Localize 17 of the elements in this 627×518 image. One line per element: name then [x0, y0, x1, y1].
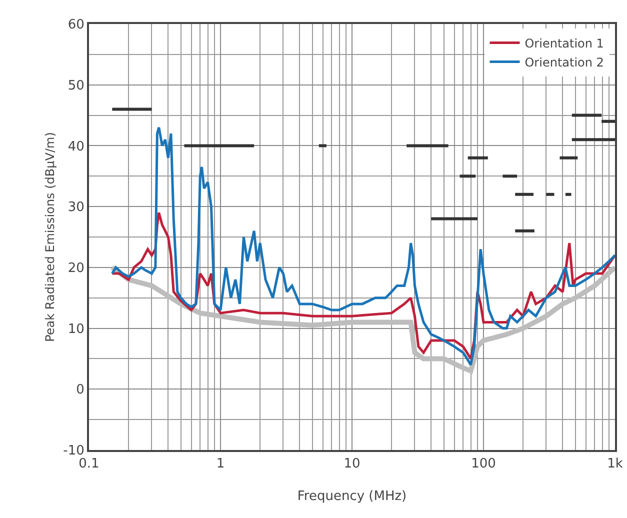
x-tick-label: 1k — [607, 456, 624, 472]
legend-label: Orientation 1 — [524, 36, 604, 50]
legend-label: Orientation 2 — [524, 55, 604, 70]
y-axis-title: Peak Radiated Emissions (dBµV/m) — [43, 132, 57, 342]
y-tick-label: 20 — [68, 260, 84, 276]
x-tick-label: 100 — [471, 456, 496, 472]
y-tick-label: -10 — [63, 444, 84, 459]
y-tick-label: 50 — [68, 78, 84, 94]
x-tick-label: 10 — [344, 456, 360, 472]
x-tick-label: 0.1 — [78, 456, 100, 472]
y-tick-label: 60 — [68, 18, 84, 33]
x-axis-title: Frequency (MHz) — [297, 489, 407, 504]
y-tick-label: 40 — [68, 139, 84, 154]
x-tick-label: 1 — [216, 456, 225, 472]
y-tick-label: 0 — [76, 382, 84, 398]
y-tick-label: 30 — [68, 200, 84, 216]
y-tick-label: 10 — [68, 322, 84, 337]
